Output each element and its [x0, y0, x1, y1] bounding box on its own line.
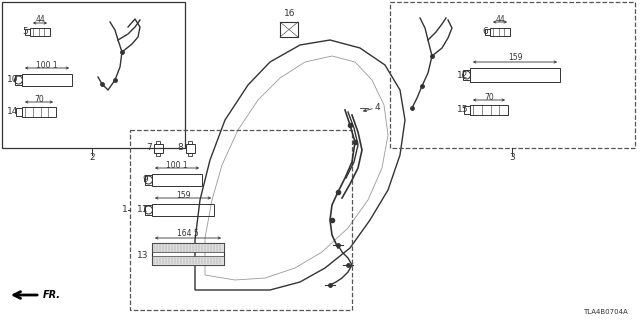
Bar — [22, 107, 56, 117]
Text: 159: 159 — [176, 190, 190, 199]
Bar — [30, 28, 50, 36]
Bar — [188, 153, 192, 156]
Text: 70: 70 — [484, 92, 494, 101]
Text: TLA4B0704A: TLA4B0704A — [583, 309, 628, 315]
Text: 15: 15 — [456, 106, 468, 115]
Bar — [390, 2, 635, 148]
Bar — [154, 143, 163, 153]
Text: 3: 3 — [509, 154, 515, 163]
Text: 44: 44 — [35, 15, 45, 25]
Bar — [152, 243, 224, 265]
Text: 12: 12 — [456, 70, 468, 79]
Text: 16: 16 — [284, 9, 296, 18]
Text: 9: 9 — [142, 175, 148, 185]
Text: 5: 5 — [22, 28, 28, 36]
Bar — [470, 105, 508, 115]
Bar — [152, 174, 202, 186]
Bar — [186, 143, 195, 153]
Bar — [145, 175, 152, 185]
Bar — [490, 28, 510, 36]
Bar — [463, 70, 470, 80]
Text: 159: 159 — [508, 53, 522, 62]
Text: 44: 44 — [495, 14, 505, 23]
Text: 13: 13 — [136, 251, 148, 260]
Bar — [16, 108, 22, 116]
Text: 6: 6 — [483, 28, 488, 36]
Text: 11: 11 — [136, 205, 148, 214]
Text: 8: 8 — [177, 143, 183, 153]
Text: 100 1: 100 1 — [166, 161, 188, 170]
Text: 2: 2 — [89, 154, 95, 163]
Bar — [152, 256, 224, 265]
Bar — [464, 106, 470, 114]
Text: 100 1: 100 1 — [36, 60, 58, 69]
Text: 164 5: 164 5 — [177, 229, 199, 238]
Bar — [188, 140, 192, 143]
Bar — [485, 29, 490, 35]
Bar — [280, 22, 298, 37]
Bar — [15, 75, 22, 85]
Bar — [470, 68, 560, 82]
Bar — [22, 74, 72, 86]
Bar — [156, 153, 160, 156]
Text: 10: 10 — [6, 76, 18, 84]
Bar — [2, 2, 185, 148]
Bar — [145, 205, 152, 215]
Bar — [156, 140, 160, 143]
Text: 70: 70 — [34, 94, 44, 103]
Text: 1: 1 — [122, 205, 128, 214]
Text: 7: 7 — [147, 143, 152, 153]
Bar — [152, 243, 224, 252]
Bar — [25, 29, 30, 35]
Text: 14: 14 — [6, 108, 18, 116]
Bar — [130, 130, 352, 310]
Text: 4: 4 — [375, 103, 381, 113]
Bar — [152, 204, 214, 216]
Text: FR.: FR. — [43, 290, 61, 300]
